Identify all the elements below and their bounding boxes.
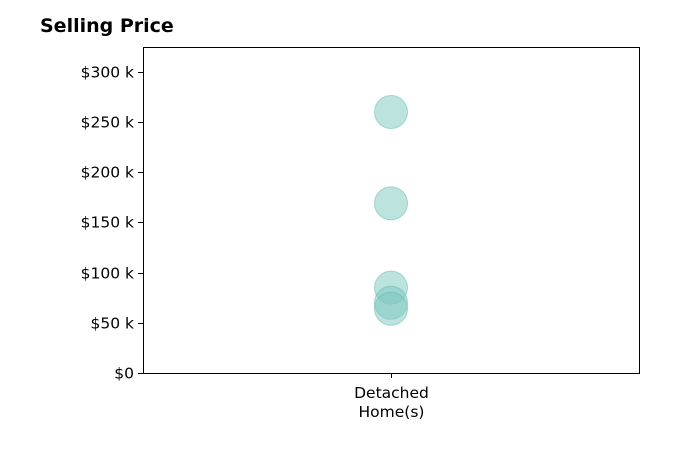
x-axis: Detached Home(s): [354, 373, 429, 421]
data-point: [374, 94, 408, 129]
x-tick-label: Detached Home(s): [354, 384, 429, 421]
data-points: [374, 94, 408, 326]
y-tick-label: $200 k: [81, 164, 134, 182]
chart-title: Selling Price: [40, 15, 174, 37]
y-tick-label: $0: [114, 365, 134, 383]
y-axis: $0 $50 k $100 k $150 k $200 k $250 k $300 k: [81, 64, 143, 383]
y-tick-label: $150 k: [81, 214, 134, 232]
y-tick-label: $250 k: [81, 114, 134, 132]
y-tick-label: $50 k: [91, 315, 135, 333]
y-tick-label: $300 k: [81, 64, 134, 82]
data-point: [374, 291, 408, 326]
data-point: [374, 186, 408, 221]
y-tick-label: $100 k: [81, 265, 134, 283]
plot-frame: [143, 47, 640, 374]
